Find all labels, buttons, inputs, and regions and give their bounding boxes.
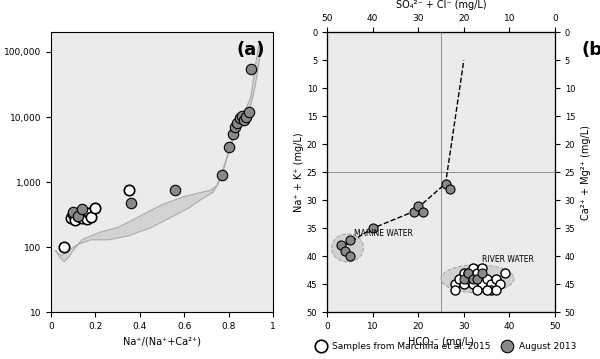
Polygon shape [55, 41, 260, 262]
Ellipse shape [332, 234, 364, 262]
X-axis label: HCO₃⁻ (mg/L): HCO₃⁻ (mg/L) [408, 337, 474, 346]
Text: (a): (a) [236, 41, 265, 59]
Text: (b): (b) [581, 41, 600, 59]
Y-axis label: Ca²⁺ + Mg²⁺ (mg/L): Ca²⁺ + Mg²⁺ (mg/L) [581, 125, 591, 220]
Text: RIVER WATER: RIVER WATER [482, 255, 534, 264]
X-axis label: SO₄²⁻ + Cl⁻ (mg/L): SO₄²⁻ + Cl⁻ (mg/L) [395, 0, 487, 10]
Text: MARINE WATER: MARINE WATER [355, 229, 413, 238]
Y-axis label: Na⁺ + K⁺ (mg/L): Na⁺ + K⁺ (mg/L) [294, 132, 304, 212]
Legend: Samples from Marchina et al. 2015, August 2013: Samples from Marchina et al. 2015, Augus… [308, 338, 580, 354]
Ellipse shape [441, 265, 514, 293]
X-axis label: Na⁺/(Na⁺+Ca²⁺): Na⁺/(Na⁺+Ca²⁺) [123, 337, 201, 346]
